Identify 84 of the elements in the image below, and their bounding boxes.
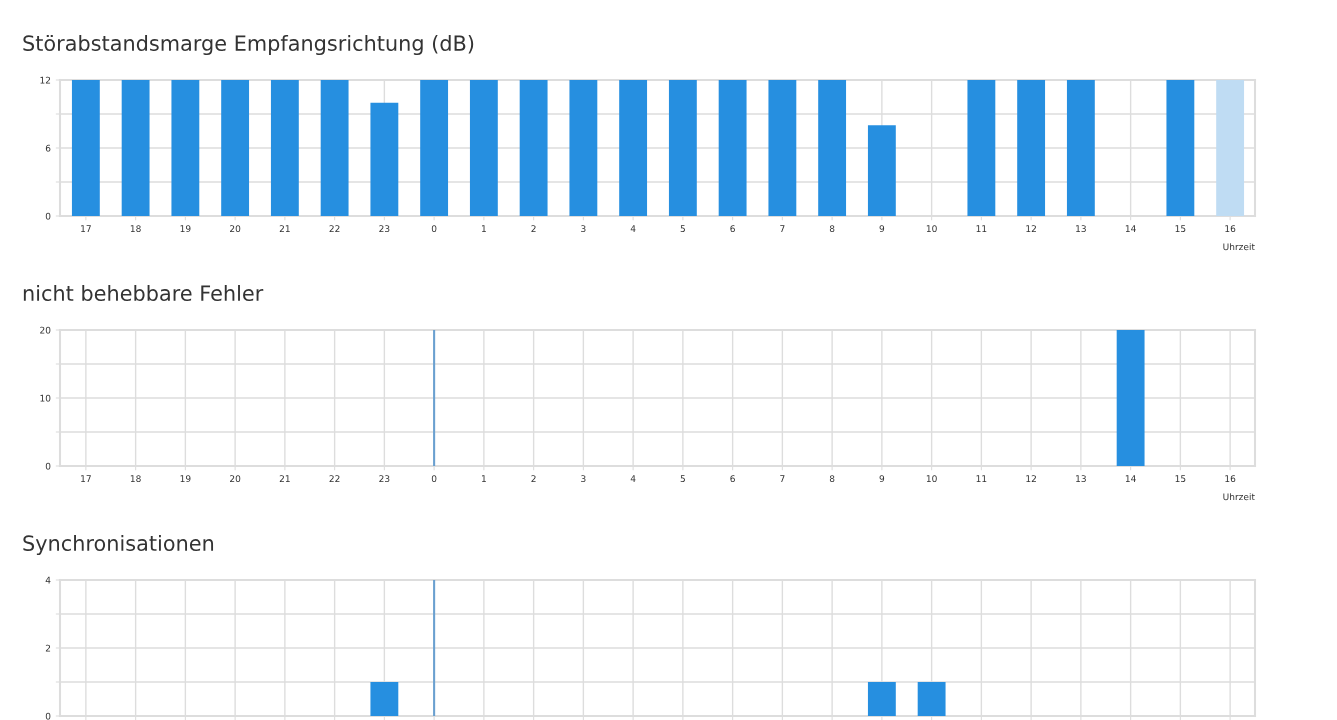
x-tick-label: 22: [329, 225, 340, 232]
x-tick-label: 15: [1175, 225, 1186, 233]
x-tick-label: 22: [329, 475, 340, 482]
bar: [519, 80, 548, 216]
chart-title: Synchronisationen: [23, 534, 214, 556]
x-tick-label: 21: [279, 225, 290, 232]
bar: [619, 80, 648, 216]
bar: [171, 80, 200, 216]
x-tick-label: 3: [581, 225, 586, 233]
x-tick-label: 5: [680, 475, 685, 483]
bar: [668, 80, 697, 216]
bar: [818, 80, 847, 216]
y-tick-label: 20: [40, 326, 51, 334]
x-tick-label: 12: [1026, 225, 1036, 232]
x-tick-label: 7: [780, 225, 785, 232]
x-tick-label: 8: [829, 475, 835, 483]
x-tick-label: 8: [829, 225, 835, 233]
bar: [270, 80, 299, 216]
x-tick-label: 6: [730, 225, 735, 233]
y-tick-label: 0: [45, 212, 51, 220]
y-tick-label: 2: [45, 644, 51, 652]
bar: [121, 80, 150, 216]
x-tick-label: 13: [1076, 475, 1086, 483]
bar: [71, 80, 100, 216]
y-tick-label: 12: [40, 76, 51, 84]
bar: [420, 80, 449, 216]
x-tick-label: 9: [879, 475, 885, 483]
y-tick-label: 6: [45, 144, 51, 152]
x-tick-label: 11: [976, 475, 987, 482]
bar: [1017, 80, 1046, 216]
x-tick-label: 16: [1225, 225, 1236, 233]
x-tick-label: 12: [1026, 475, 1036, 482]
bar: [1166, 80, 1195, 216]
x-tick-label: 19: [180, 225, 191, 233]
x-tick-label: 13: [1076, 225, 1086, 233]
x-tick-label: 20: [230, 225, 241, 233]
x-tick-label: 23: [379, 225, 390, 233]
y-tick-label: 10: [40, 394, 51, 402]
x-axis-title: Uhrzeit: [1223, 243, 1255, 251]
x-tick-label: 3: [581, 475, 586, 483]
x-tick-label: 17: [81, 225, 91, 232]
y-tick-label: 4: [45, 576, 51, 584]
bar: [718, 80, 747, 216]
chart-title: nicht behebbare Fehler: [23, 284, 264, 302]
x-tick-label: 19: [180, 475, 191, 483]
bar: [768, 80, 797, 216]
bar: [469, 80, 498, 216]
x-tick-label: 4: [630, 475, 636, 482]
x-tick-label: 0: [431, 225, 437, 233]
x-tick-label: 5: [680, 225, 685, 233]
x-tick-label: 2: [531, 475, 536, 482]
bar: [370, 102, 399, 216]
x-axis-title: Uhrzeit: [1223, 493, 1255, 501]
chart-title: Störabstandsmarge Empfangsrichtung (dB): [23, 34, 474, 56]
x-tick-label: 14: [1125, 225, 1136, 232]
x-tick-label: 1: [481, 475, 486, 482]
x-tick-label: 15: [1175, 475, 1186, 483]
x-tick-label: 18: [130, 475, 141, 483]
x-tick-label: 6: [730, 475, 735, 483]
x-tick-label: 21: [279, 475, 290, 482]
y-tick-label: 0: [45, 712, 51, 720]
x-tick-label: 10: [926, 475, 937, 483]
bar: [1066, 80, 1095, 216]
bar: [320, 80, 349, 216]
x-tick-label: 20: [230, 475, 241, 483]
x-tick-label: 1: [481, 225, 486, 232]
bar: [569, 80, 598, 216]
x-tick-label: 17: [81, 475, 91, 482]
bar: [967, 80, 996, 216]
bar: [867, 125, 896, 216]
bar: [1216, 80, 1245, 216]
bar: [221, 80, 250, 216]
x-tick-label: 18: [130, 225, 141, 233]
x-tick-label: 11: [976, 225, 987, 232]
x-tick-label: 9: [879, 225, 885, 233]
x-tick-label: 23: [379, 475, 390, 483]
x-tick-label: 0: [431, 475, 437, 483]
x-tick-label: 4: [630, 225, 636, 232]
x-tick-label: 2: [531, 225, 536, 232]
y-tick-label: 0: [45, 462, 51, 470]
x-tick-label: 14: [1125, 475, 1136, 482]
x-tick-label: 7: [780, 475, 785, 482]
x-tick-label: 10: [926, 225, 937, 233]
x-tick-label: 16: [1225, 475, 1236, 483]
